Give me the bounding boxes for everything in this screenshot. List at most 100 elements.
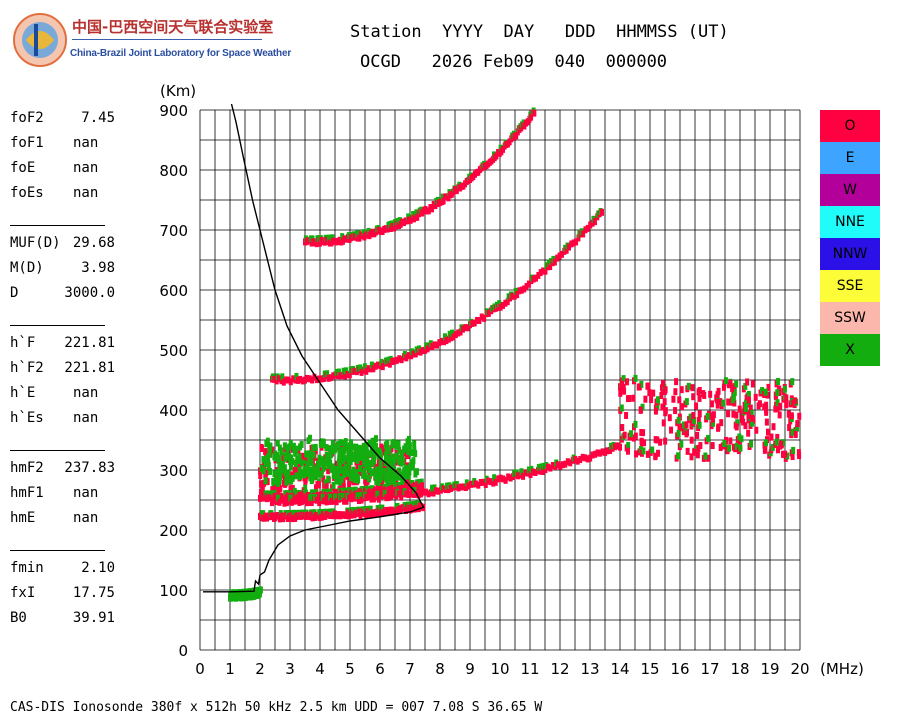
param-label: M(D) xyxy=(10,260,44,276)
spread-echo-point xyxy=(288,439,293,447)
spread-echo-point xyxy=(639,437,644,445)
x-axis-label: (MHz) xyxy=(820,660,864,678)
x-tick-label: 9 xyxy=(465,660,475,678)
trace-echo-point xyxy=(524,283,529,291)
y-tick-label: 400 xyxy=(159,402,188,420)
spread-echo-point xyxy=(686,382,691,390)
y-tick-label: 300 xyxy=(159,462,188,480)
spread-echo-point xyxy=(362,459,367,467)
param-value: 3000.0 xyxy=(64,285,115,301)
spread-echo-point xyxy=(307,434,312,442)
spread-echo-point xyxy=(294,445,299,453)
trace-echo-point xyxy=(310,376,315,384)
header-labels: Station YYYY DAY DDD HHMMSS (UT) xyxy=(350,22,729,42)
param-separator xyxy=(10,550,105,551)
trace-echo-point xyxy=(451,333,456,341)
trace-echo-point xyxy=(506,473,511,481)
spread-echo-point xyxy=(261,467,266,475)
spread-echo-point xyxy=(391,472,396,480)
spread-echo-point xyxy=(306,458,311,466)
trace-echo-point xyxy=(389,492,394,500)
trace-echo-point xyxy=(505,298,510,306)
trace-echo-point xyxy=(476,481,481,489)
spread-echo-point xyxy=(783,450,788,458)
trace-echo-point-x xyxy=(519,468,524,476)
legend-item-sse: SSE xyxy=(820,270,880,302)
trace-echo-point xyxy=(394,356,399,364)
spread-echo-point xyxy=(677,396,682,404)
spread-echo-point xyxy=(685,447,690,455)
trace-echo-point-x xyxy=(369,361,374,369)
trace-echo-point xyxy=(536,271,541,279)
spread-echo-point xyxy=(372,456,377,464)
legend-item-x: X xyxy=(820,334,880,366)
trace-echo-point xyxy=(465,324,470,332)
spread-echo-point xyxy=(294,472,299,480)
spread-echo-point xyxy=(790,428,795,436)
trace-echo-point xyxy=(585,224,590,232)
trace-echo-point xyxy=(503,299,508,307)
spread-echo-point xyxy=(397,446,402,454)
param-label: h`E xyxy=(10,385,36,401)
spread-echo-point xyxy=(655,402,660,410)
trace-echo-point-x xyxy=(336,368,341,376)
spread-echo-point xyxy=(683,425,688,433)
spread-echo-point xyxy=(379,473,384,481)
spread-echo-point xyxy=(268,442,273,450)
spread-echo-point xyxy=(370,448,375,456)
trace-echo-point xyxy=(526,280,531,288)
spread-echo-point xyxy=(688,413,693,421)
trace-echo-point xyxy=(552,258,557,266)
x-tick-label: 5 xyxy=(345,660,355,678)
spread-echo-point xyxy=(265,437,270,445)
trace-echo-point xyxy=(521,472,526,480)
trace-echo-point xyxy=(463,484,468,492)
spread-echo-point xyxy=(787,424,792,432)
trace-echo-point xyxy=(371,365,376,373)
spread-echo-point xyxy=(667,414,672,422)
spread-echo-point xyxy=(764,401,769,409)
spread-echo-point xyxy=(378,464,383,472)
trace-echo-point xyxy=(391,490,396,498)
trace-echo-point-x xyxy=(497,300,502,308)
trace-echo-point xyxy=(533,468,538,476)
x-tick-label: 14 xyxy=(610,660,629,678)
trace-echo-point-x xyxy=(440,193,445,201)
spread-echo-point xyxy=(355,456,360,464)
trace-echo-point-x xyxy=(386,356,391,364)
spread-echo-point xyxy=(316,481,321,489)
trace-echo-point-x xyxy=(275,494,280,502)
true-height-profile xyxy=(203,103,425,593)
spread-echo-point xyxy=(711,419,716,427)
trace-echo-point xyxy=(279,496,284,504)
spread-echo-point xyxy=(754,426,759,434)
spread-echo-point xyxy=(703,452,708,460)
spread-echo-point xyxy=(626,441,631,449)
spread-echo-point xyxy=(743,382,748,390)
trace-echo-point xyxy=(334,498,339,506)
spread-echo-point xyxy=(385,456,390,464)
spread-echo-point xyxy=(408,463,413,471)
spread-echo-point xyxy=(351,466,356,474)
spread-echo-point xyxy=(671,395,676,403)
spread-echo-point xyxy=(641,447,646,455)
spread-echo-point xyxy=(638,406,643,414)
spread-echo-point xyxy=(395,452,400,460)
spread-echo-point xyxy=(272,470,277,478)
spread-echo-point xyxy=(363,442,368,450)
trace-echo-point xyxy=(466,482,471,490)
trace-echo-point xyxy=(326,374,331,382)
spread-echo-point xyxy=(718,443,723,451)
param-value: 221.81 xyxy=(64,360,115,376)
param-value: 3.98 xyxy=(81,260,115,276)
spread-echo-point xyxy=(697,410,702,418)
spread-echo-point xyxy=(271,477,276,485)
trace-echo-point-x xyxy=(325,370,330,378)
spread-echo-point xyxy=(380,482,385,490)
trace-echo-point xyxy=(340,371,345,379)
trace-echo-point xyxy=(557,252,562,260)
trace-echo-point xyxy=(573,455,578,463)
spread-echo-point xyxy=(734,442,739,450)
spread-echo-point xyxy=(288,485,293,493)
spread-echo-point xyxy=(789,412,794,420)
